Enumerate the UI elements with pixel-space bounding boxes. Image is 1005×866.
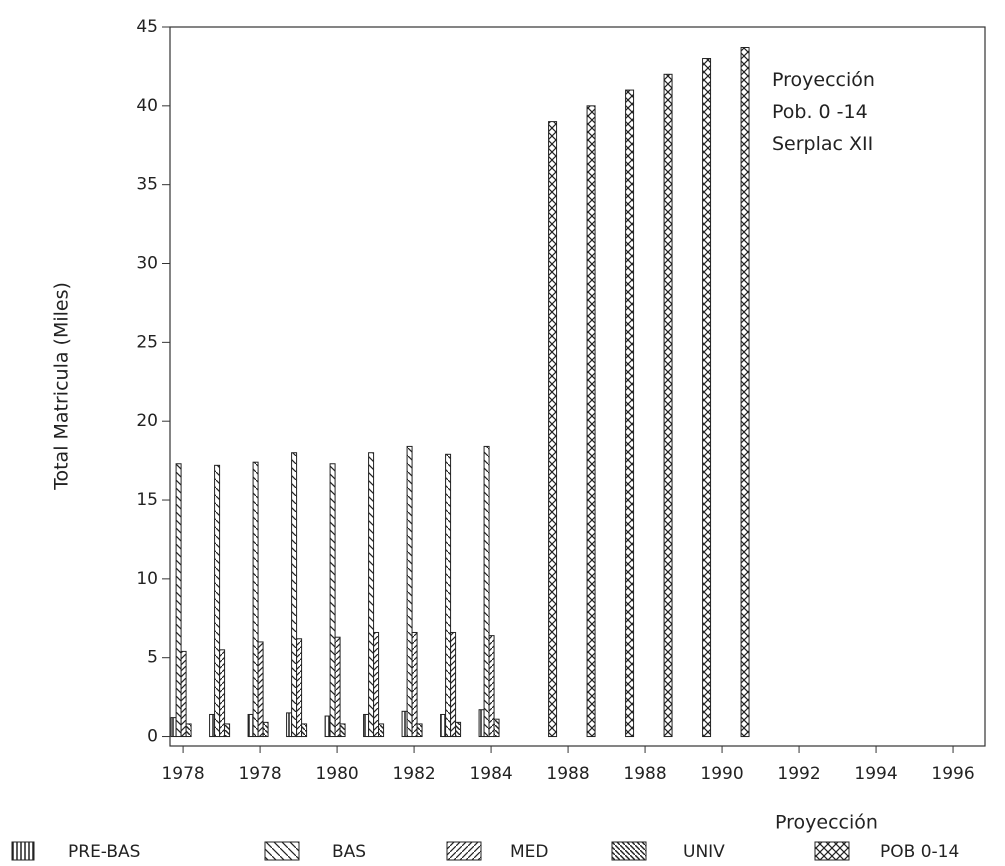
bar [455,721,462,738]
legend-label: PRE-BAS [68,842,140,862]
bar [224,723,231,738]
y-tick-label: 35 [136,175,158,195]
bar [663,73,673,738]
x-tick-label: 1994 [854,764,897,784]
bar [702,58,712,738]
bar [450,631,457,738]
x-tick-label: 1990 [700,764,743,784]
bar [363,713,370,738]
x-tick-label: 1978 [161,764,204,784]
legend-label: MED [510,842,549,862]
bar [406,445,413,738]
bar [291,452,298,738]
y-tick-label: 25 [136,332,158,352]
bar [209,713,216,738]
bar [296,638,303,738]
x-tick-label: 1978 [238,764,281,784]
bar [488,635,495,738]
bar [378,723,385,738]
legend-label: BAS [332,842,366,862]
y-tick-label: 30 [136,254,158,274]
y-tick-label: 5 [147,648,158,668]
bar [440,713,447,738]
bar [219,649,226,738]
x-tick-label: 1992 [777,764,820,784]
y-tick-label: 15 [136,490,158,510]
x-tick-label: 1980 [315,764,358,784]
legend-swatch [264,841,300,861]
bar [175,463,182,738]
bar [252,461,259,738]
bar [373,631,380,738]
bar [339,723,346,738]
x-tick-label: 1988 [623,764,666,784]
bar [262,721,269,738]
bar [401,710,408,738]
y-tick-label: 40 [136,96,158,116]
bar [214,464,221,738]
legend-label: POB 0-14 [880,842,959,862]
y-axis-label: Total Matricula (Miles) [51,282,73,491]
x-tick-label: 1988 [546,764,589,784]
bar [625,89,635,738]
legend-swatch [814,841,850,861]
legend-swatch [611,841,647,861]
bar [483,445,490,738]
bar [170,717,177,738]
x-tick-label: 1984 [469,764,512,784]
bar [478,709,485,738]
y-tick-label: 20 [136,411,158,431]
bar [329,463,336,738]
legend-label: UNIV [683,842,725,862]
annotation: Proyección Pob. 0 -14 Serplac XII [772,69,875,155]
x-tick-label: 1996 [931,764,974,784]
bar [301,723,308,738]
bar [445,453,452,738]
bar [368,452,375,738]
bar [493,718,500,738]
x-tick-label: 1982 [392,764,435,784]
bar [185,723,192,738]
bar [411,631,418,738]
bar [180,650,187,738]
bar [548,121,558,738]
bar [740,46,750,738]
bar [416,723,423,738]
y-tick-label: 0 [147,727,158,747]
bar [324,715,331,738]
y-tick-label: 45 [136,17,158,37]
plot-frame [169,26,986,747]
legend-swatch [446,841,482,861]
bar [586,105,596,738]
bar [334,636,341,738]
y-tick-label: 10 [136,569,158,589]
legend-note: Proyección [775,812,878,834]
bar [247,713,254,738]
legend-swatch [11,841,35,861]
bar [286,712,293,738]
bar [257,641,264,738]
